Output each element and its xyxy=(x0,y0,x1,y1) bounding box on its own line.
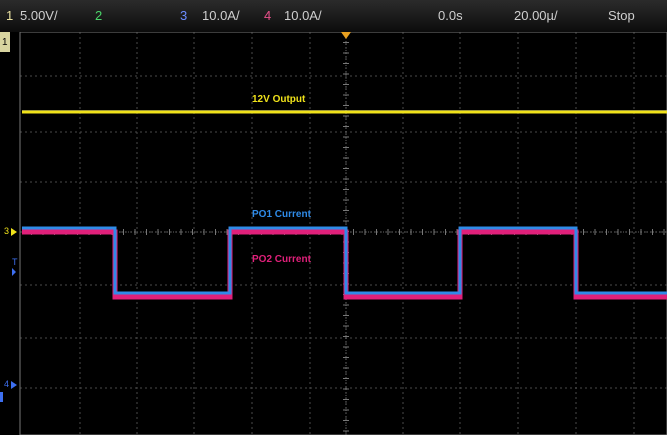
ch4-number[interactable]: 4 xyxy=(264,8,272,23)
ch4-marker-label: 4 xyxy=(4,379,9,389)
trigger-level-marker[interactable]: T xyxy=(12,257,18,276)
ch1-number[interactable]: 1 xyxy=(6,8,14,23)
run-state[interactable]: Stop xyxy=(608,8,635,23)
ch4-scale[interactable]: 10.0A/ xyxy=(284,8,322,23)
trace-po1-current xyxy=(22,226,667,295)
label-po1-current: PO1 Current xyxy=(252,209,312,220)
label-po2-current: PO2 Current xyxy=(252,254,312,265)
ch1-scale[interactable]: 5.00V/ xyxy=(20,8,58,23)
ch3-scale[interactable]: 10.0A/ xyxy=(202,8,240,23)
status-bar: 1 5.00V/ 2 3 10.0A/ 4 10.0A/ 0.0s 20.00µ… xyxy=(0,0,667,32)
ch1-marker-label: 1 xyxy=(2,37,8,48)
ch1-ground-marker[interactable]: 1 xyxy=(0,32,10,52)
time-offset[interactable]: 0.0s xyxy=(438,8,463,23)
left-edge-marker xyxy=(0,392,3,402)
trigger-marker-label: T xyxy=(12,257,18,267)
ch3-ground-marker[interactable]: 3 xyxy=(4,226,17,236)
ch2-number[interactable]: 2 xyxy=(95,8,103,23)
scope-display: 12V Output PO1 Current PO2 Current 1 3 T… xyxy=(0,32,667,435)
ch3-marker-label: 3 xyxy=(4,226,9,236)
trigger-position-marker xyxy=(341,32,351,39)
label-12v-output: 12V Output xyxy=(252,94,306,105)
time-scale[interactable]: 20.00µ/ xyxy=(514,8,558,23)
ch3-number[interactable]: 3 xyxy=(180,8,188,23)
ch4-ground-marker[interactable]: 4 xyxy=(4,379,17,389)
trace-12v-output xyxy=(22,110,667,114)
